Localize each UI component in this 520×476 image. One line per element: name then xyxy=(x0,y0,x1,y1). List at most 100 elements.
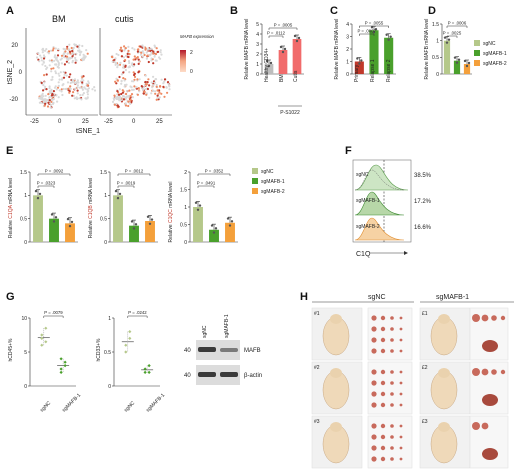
tsne-point xyxy=(145,57,148,60)
data-point xyxy=(269,61,273,65)
data-point xyxy=(128,330,132,334)
tsne-point xyxy=(67,58,70,62)
data-point xyxy=(63,364,67,368)
tsne-point xyxy=(120,92,123,96)
tumor-nodule xyxy=(390,349,394,353)
tsne-point xyxy=(47,52,51,55)
panel-a: BM cutis -25 0 25 -25 0 25 20 0 -20 tSNE… xyxy=(7,14,215,135)
tsne-point xyxy=(40,94,43,97)
tsne-point xyxy=(136,56,139,59)
tsne-point xyxy=(150,47,153,50)
tsne-point xyxy=(64,50,67,53)
bar xyxy=(113,195,123,242)
g1-xtick: sgNC xyxy=(39,400,52,413)
tsne-point xyxy=(47,101,50,104)
tsne-point xyxy=(76,45,79,48)
tsne-point xyxy=(58,74,61,77)
tsne-point xyxy=(145,93,148,96)
tsne-point xyxy=(117,64,120,67)
tsne-point xyxy=(46,105,50,108)
tsne-point xyxy=(51,78,54,81)
tsne-point xyxy=(116,79,119,82)
p-value: P = .0092 xyxy=(45,169,64,174)
tsne-point xyxy=(132,58,135,61)
data-point xyxy=(114,189,118,193)
tsne-point xyxy=(86,96,89,99)
data-point xyxy=(130,220,134,223)
spleen xyxy=(482,448,498,460)
tsne-point xyxy=(114,63,117,66)
tsne-point xyxy=(44,64,47,68)
tsne-point xyxy=(115,52,118,56)
tumor-nodule xyxy=(399,457,403,461)
tsne-point xyxy=(113,103,116,106)
y-tick-label: 0.5 xyxy=(100,216,107,222)
significance-bracket xyxy=(197,185,215,188)
tsne-point xyxy=(131,62,134,65)
xtick-label: Relapse 1 xyxy=(370,59,376,82)
tsne-point xyxy=(132,88,135,91)
legend-label: sgMAFB-2 xyxy=(261,189,285,195)
tsne-point xyxy=(55,63,58,66)
xtick-label: Primary xyxy=(354,64,360,82)
y-tick-label: 0 xyxy=(24,384,27,390)
bar xyxy=(369,30,379,74)
data-point xyxy=(465,64,469,68)
chart-c-xlabels: Primary Relapse 1 Relapse 2 xyxy=(354,59,392,82)
xtick-label: BM xyxy=(279,75,285,83)
tsne-point xyxy=(118,99,121,102)
tsne-point xyxy=(129,85,132,88)
tsne-point xyxy=(58,78,61,81)
data-point xyxy=(68,224,72,228)
data-point xyxy=(44,340,48,344)
tsne-point xyxy=(82,92,85,95)
flow-percent: 38.5% xyxy=(414,173,432,179)
tsne-point xyxy=(159,51,162,54)
tsne-point xyxy=(85,49,88,52)
tumor-nodule xyxy=(380,456,386,462)
tsne-point xyxy=(81,93,84,96)
data-point xyxy=(36,196,40,200)
tsne-point xyxy=(115,62,118,65)
tsne-point xyxy=(42,49,45,52)
tsne-point xyxy=(121,94,125,98)
tsne-point xyxy=(136,78,139,81)
tsne-point xyxy=(122,71,125,74)
tsne-point xyxy=(93,89,97,92)
tsne-point xyxy=(159,85,162,88)
tsne-point xyxy=(140,51,143,54)
tsne-point xyxy=(42,89,45,92)
tsne-point xyxy=(155,59,158,62)
tsne-point xyxy=(125,89,128,93)
tsne-point xyxy=(115,77,118,80)
mouse-head xyxy=(330,422,342,432)
tsne-point xyxy=(51,98,54,101)
tsne-point xyxy=(46,66,49,69)
p-value: P = .0019 xyxy=(117,181,136,186)
tsne-point xyxy=(76,86,79,89)
tsne-point xyxy=(51,49,55,52)
tsne-point xyxy=(38,60,41,63)
data-point xyxy=(40,333,44,337)
tsne-point xyxy=(154,92,157,95)
mouse-head xyxy=(330,368,342,378)
tsne-point xyxy=(53,59,56,62)
tsne-point xyxy=(73,78,77,81)
tumor-nodule xyxy=(481,368,489,376)
tsne-point xyxy=(67,61,70,65)
significance-bracket xyxy=(37,173,71,176)
tsne-point xyxy=(49,106,52,109)
data-point xyxy=(148,222,152,225)
e3-ylabel: Relative C1QC mRNA level xyxy=(168,182,174,243)
tsne-point xyxy=(120,55,124,58)
mouse-id: #3 xyxy=(314,419,320,425)
tsne-point xyxy=(160,92,163,95)
tsne-point xyxy=(154,52,158,56)
tsne-point xyxy=(116,66,119,69)
chart-c: 0 1 2 3 4 Relative MAFB mRNA level P = .0007 P … xyxy=(334,19,396,79)
panel-letter-d: D xyxy=(428,5,436,17)
panel-letter-f: F xyxy=(345,145,352,157)
tsne-point xyxy=(124,68,127,72)
tsne-point xyxy=(141,55,145,58)
y-tick-label: 1 xyxy=(24,193,27,199)
